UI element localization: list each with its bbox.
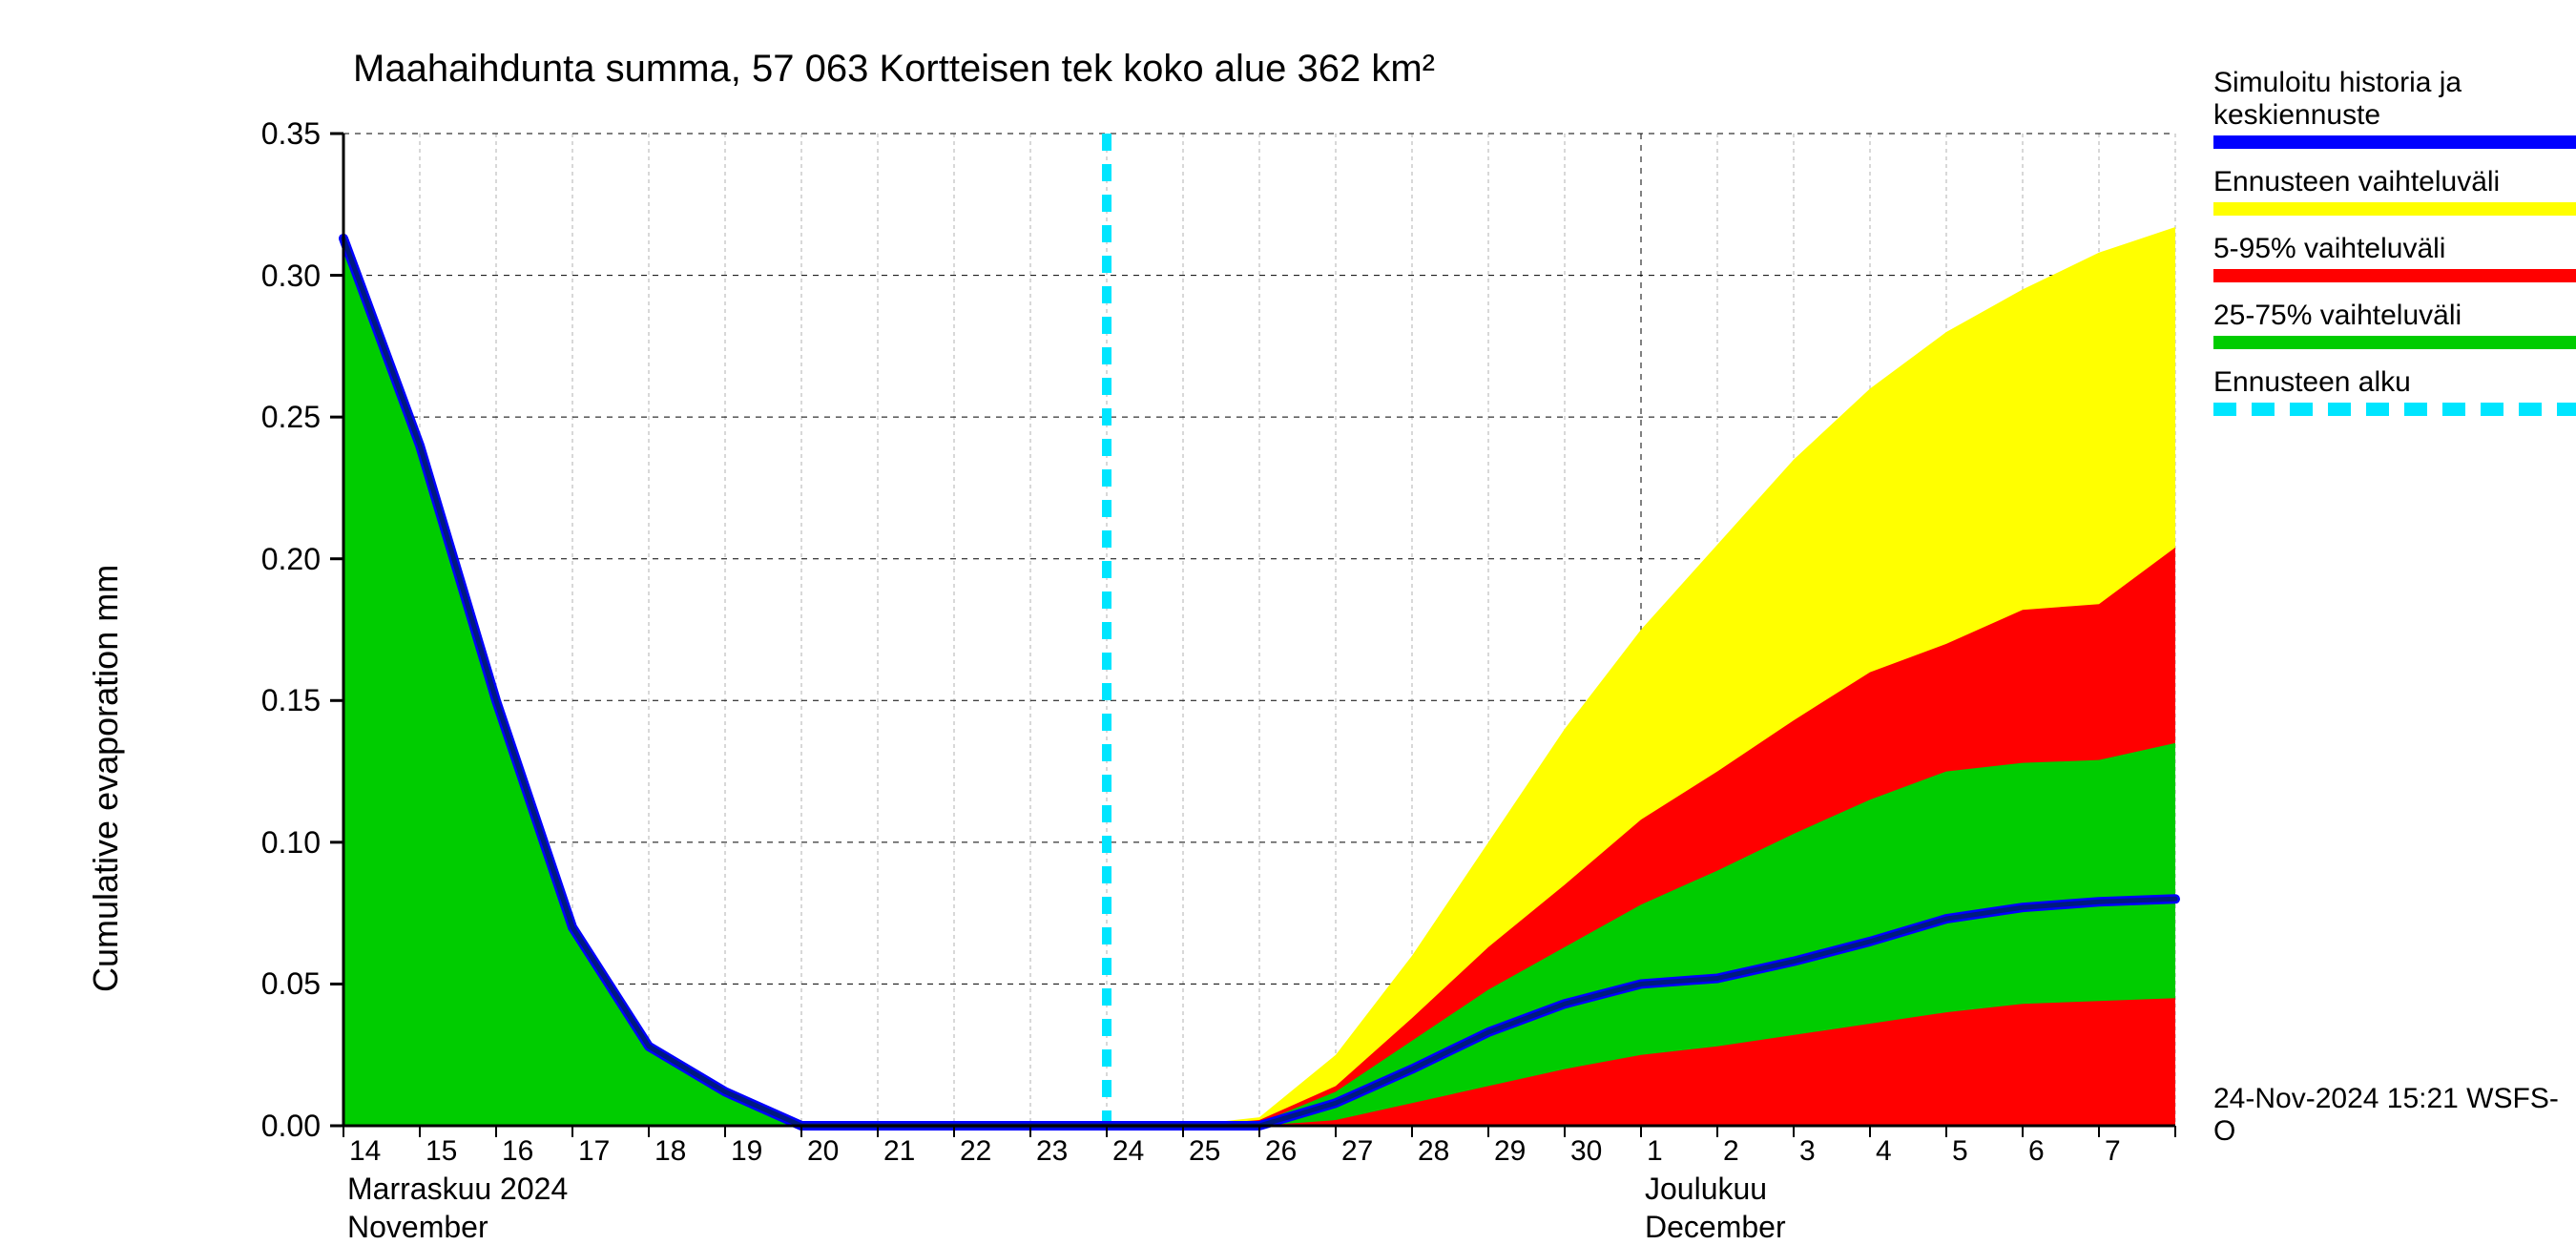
x-tick-label: 14 <box>349 1135 381 1168</box>
x-tick-label: 15 <box>426 1135 457 1168</box>
x-tick-label: 7 <box>2105 1135 2121 1168</box>
x-tick-label: 4 <box>1876 1135 1892 1168</box>
x-tick-label: 2 <box>1723 1135 1739 1168</box>
x-tick-label: 29 <box>1494 1135 1526 1168</box>
x-tick-label: 18 <box>654 1135 686 1168</box>
y-axis-label: Cumulative evaporation mm <box>86 565 126 992</box>
y-tick-label: 0.05 <box>261 966 321 1002</box>
legend-label: Ennusteen vaihteluväli <box>2213 166 2576 198</box>
legend-item: 5-95% vaihteluväli <box>2213 233 2576 282</box>
y-tick-label: 0.00 <box>261 1109 321 1144</box>
x-tick-label: 19 <box>731 1135 762 1168</box>
legend-swatch <box>2213 202 2576 216</box>
legend-item: 25-75% vaihteluväli <box>2213 300 2576 349</box>
x-tick-label: 21 <box>883 1135 915 1168</box>
y-tick-label: 0.35 <box>261 116 321 152</box>
legend-label: 5-95% vaihteluväli <box>2213 233 2576 265</box>
month-label: Marraskuu 2024 <box>347 1172 568 1207</box>
x-tick-label: 27 <box>1341 1135 1373 1168</box>
y-tick-label: 0.25 <box>261 400 321 435</box>
legend-item: Simuloitu historia jakeskiennuste <box>2213 67 2576 149</box>
timestamp: 24-Nov-2024 15:21 WSFS-O <box>2213 1083 2576 1148</box>
chart-container: Maahaihdunta summa, 57 063 Kortteisen te… <box>0 0 2576 1145</box>
chart-title: Maahaihdunta summa, 57 063 Kortteisen te… <box>353 48 1435 91</box>
y-tick-label: 0.30 <box>261 259 321 294</box>
x-tick-label: 24 <box>1112 1135 1144 1168</box>
x-tick-label: 23 <box>1036 1135 1068 1168</box>
plot-area <box>343 134 2175 1126</box>
legend-label: keskiennuste <box>2213 99 2576 132</box>
y-tick-label: 0.20 <box>261 542 321 577</box>
legend-swatch <box>2213 135 2576 149</box>
month-label: Joulukuu <box>1645 1172 1767 1207</box>
x-tick-label: 1 <box>1647 1135 1663 1168</box>
legend-label: Simuloitu historia ja <box>2213 67 2576 99</box>
y-tick-label: 0.10 <box>261 825 321 861</box>
x-tick-label: 25 <box>1189 1135 1220 1168</box>
x-tick-label: 16 <box>502 1135 533 1168</box>
x-tick-label: 28 <box>1418 1135 1449 1168</box>
legend-swatch <box>2213 336 2576 349</box>
x-tick-label: 5 <box>1952 1135 1968 1168</box>
y-tick-label: 0.15 <box>261 683 321 718</box>
legend-swatch <box>2213 403 2576 416</box>
legend-item: Ennusteen vaihteluväli <box>2213 166 2576 216</box>
x-tick-label: 17 <box>578 1135 610 1168</box>
legend-item: Ennusteen alku <box>2213 366 2576 416</box>
x-tick-label: 6 <box>2028 1135 2045 1168</box>
x-tick-label: 3 <box>1799 1135 1816 1168</box>
month-label-en: December <box>1645 1210 1786 1245</box>
legend-label: Ennusteen alku <box>2213 366 2576 399</box>
legend-label: 25-75% vaihteluväli <box>2213 300 2576 332</box>
x-tick-label: 30 <box>1570 1135 1602 1168</box>
x-tick-label: 22 <box>960 1135 991 1168</box>
month-label-en: November <box>347 1210 488 1245</box>
x-tick-label: 20 <box>807 1135 839 1168</box>
legend-swatch <box>2213 269 2576 282</box>
x-tick-label: 26 <box>1265 1135 1297 1168</box>
legend: Simuloitu historia jakeskiennuste Ennuste… <box>2213 67 2576 433</box>
